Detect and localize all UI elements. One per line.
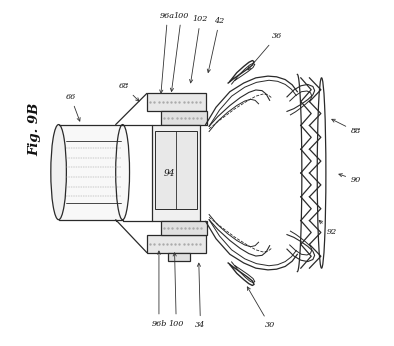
Ellipse shape — [51, 125, 66, 220]
Text: 88: 88 — [332, 119, 361, 136]
Text: 100: 100 — [170, 11, 189, 91]
Polygon shape — [167, 253, 190, 261]
Ellipse shape — [116, 125, 130, 220]
Text: 100: 100 — [169, 253, 184, 328]
Polygon shape — [147, 235, 206, 253]
Text: 66: 66 — [65, 93, 80, 121]
Polygon shape — [147, 93, 206, 111]
Polygon shape — [161, 221, 207, 235]
Text: 96b: 96b — [151, 251, 167, 328]
Text: 42: 42 — [207, 17, 225, 73]
Text: 30: 30 — [247, 287, 275, 329]
Text: 96a: 96a — [160, 11, 175, 93]
Polygon shape — [161, 111, 207, 125]
Text: 94: 94 — [164, 169, 175, 177]
Text: 36: 36 — [248, 32, 282, 70]
Polygon shape — [152, 125, 201, 221]
Text: 68: 68 — [119, 82, 139, 101]
Text: 90: 90 — [339, 174, 361, 184]
Text: Fig. 9B: Fig. 9B — [28, 102, 41, 156]
Polygon shape — [59, 125, 123, 220]
Text: 92: 92 — [319, 220, 337, 236]
Polygon shape — [156, 131, 197, 209]
Text: 34: 34 — [195, 263, 206, 329]
Text: 102: 102 — [190, 15, 208, 83]
